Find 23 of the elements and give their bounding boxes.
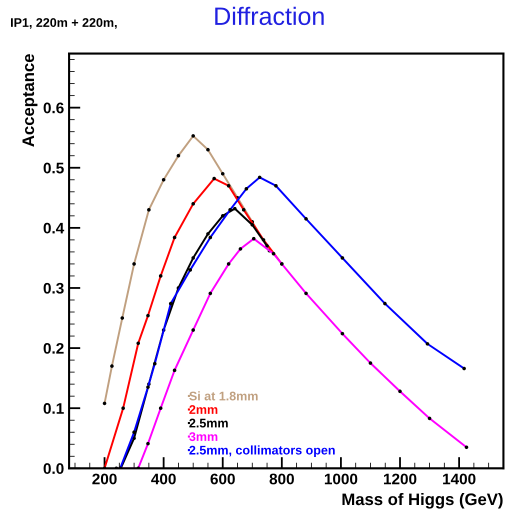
legend-label: 2mm	[189, 405, 218, 414]
x-tick-label: 1000	[324, 474, 358, 484]
y-tick-label: 0.5	[44, 162, 64, 174]
y-tick-label: 0.1	[44, 403, 64, 414]
x-tick-label: 600	[210, 474, 235, 484]
x-tick-label: 1200	[384, 474, 416, 484]
y-tick-label: 0.4	[44, 222, 64, 234]
x-tick-label: 200	[92, 474, 117, 484]
text: IP1, 220m + 220m,	[10, 18, 117, 29]
legend-label: 2.5mm	[189, 418, 228, 428]
legend-label: 2.5mm, collimators open	[189, 445, 335, 458]
y-tick-label: 0.6	[44, 102, 64, 114]
x-tick-label: 800	[270, 474, 294, 484]
x-axis-title: Mass of Higgs (GeV)	[342, 492, 503, 509]
chart-title: Diffraction	[215, 6, 324, 26]
y-tick-label: 0.2	[44, 342, 64, 354]
legend-label: Si at 1.8mm	[189, 391, 258, 400]
x-tick-label: 400	[151, 474, 176, 484]
x-tick-label: 1400	[443, 474, 476, 484]
y-tick-label: 0.0	[44, 463, 64, 474]
y-axis-title: Acceptance	[22, 54, 38, 147]
y-tick-label: 0.3	[44, 282, 64, 294]
legend-label: 3mm	[189, 432, 218, 442]
